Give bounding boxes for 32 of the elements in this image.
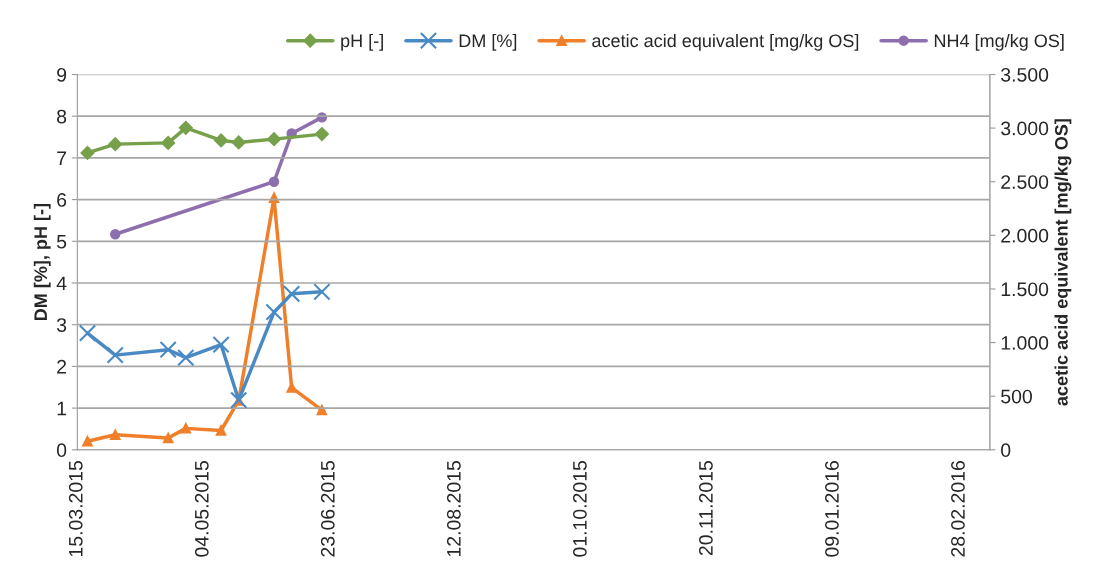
y2-tick-label: 2.500: [1001, 175, 1049, 189]
y-tick-label: 3: [56, 318, 67, 332]
y-tick-label: 9: [57, 67, 67, 82]
x-tick-label: 12.08.2015: [446, 461, 461, 557]
x-tick-label: 09.01.2016: [825, 461, 839, 557]
legend-label: acetic acid equivalent [mg/kg OS]: [592, 33, 859, 51]
y-tick-label: 2: [57, 359, 67, 374]
y2-axis-title: acetic acid equivalent [mg/kg OS]: [1054, 119, 1072, 406]
y2-tick-label: 2.000: [1001, 228, 1049, 243]
y2-tick-label: 500: [1001, 389, 1032, 404]
y2-tick-label: 3.000: [1001, 121, 1049, 136]
y2-tick-label: 1.500: [1001, 282, 1049, 297]
y-tick-label: 5: [56, 234, 67, 249]
x-tick-label: 15.03.2015: [68, 461, 83, 557]
x-tick-label: 23.06.2015: [320, 461, 335, 557]
y-tick-label: 0: [56, 443, 67, 458]
legend-label: pH [-]: [341, 33, 383, 51]
y2-tick-label: 0: [1001, 443, 1011, 458]
x-tick-label: 04.05.2015: [194, 461, 209, 557]
x-tick-label: 20.11.2015: [699, 461, 713, 556]
y-tick-label: 8: [57, 109, 67, 124]
y-axis-title: DM [%], pH [-]: [33, 203, 51, 321]
legend-label: DM [%]: [459, 33, 517, 51]
y-tick-label: 7: [57, 151, 67, 165]
legend-label: NH4 [mg/kg OS]: [934, 33, 1064, 51]
x-tick-label: 01.10.2015: [572, 461, 587, 557]
y-tick-label: 6: [57, 193, 67, 207]
y2-tick-label: 3.500: [1001, 67, 1049, 82]
y2-tick-label: 1.000: [1001, 336, 1049, 350]
x-tick-label: 28.02.2016: [951, 461, 965, 557]
y-tick-label: 1: [57, 401, 67, 416]
y-tick-label: 4: [56, 276, 67, 291]
